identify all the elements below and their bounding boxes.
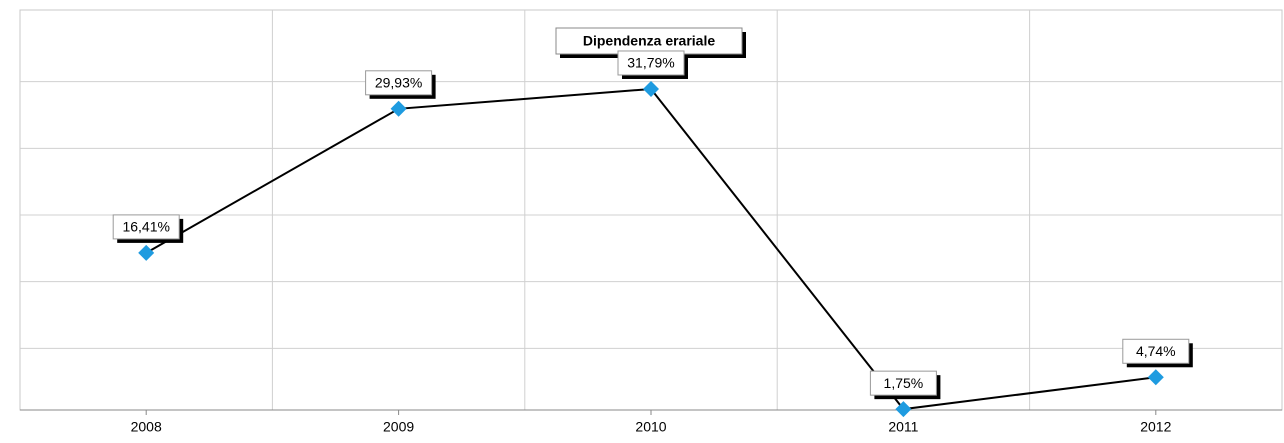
grid — [20, 10, 1282, 410]
x-tick-label: 2009 — [383, 419, 414, 435]
data-label: 4,74% — [1136, 343, 1176, 359]
data-label: 29,93% — [375, 75, 422, 91]
label-box — [869, 370, 937, 396]
label-box — [365, 70, 433, 96]
x-tick-label: 2008 — [131, 419, 162, 435]
chart-title: Dipendenza erariale — [583, 33, 715, 49]
marker — [643, 80, 659, 97]
marker — [1147, 369, 1164, 386]
title-box — [555, 27, 743, 55]
data-label: 1,75% — [884, 375, 924, 391]
x-tick-label: 2012 — [1140, 419, 1171, 435]
label-box — [1122, 338, 1190, 364]
label-box — [112, 214, 180, 240]
data-label: 16,41% — [122, 219, 169, 235]
marker — [390, 100, 407, 117]
marker — [138, 244, 155, 261]
label-box — [617, 50, 685, 76]
data-label: 31,79% — [627, 55, 674, 71]
x-tick-label: 2010 — [635, 419, 666, 435]
marker — [895, 401, 912, 418]
x-tick-label: 2011 — [888, 419, 918, 435]
